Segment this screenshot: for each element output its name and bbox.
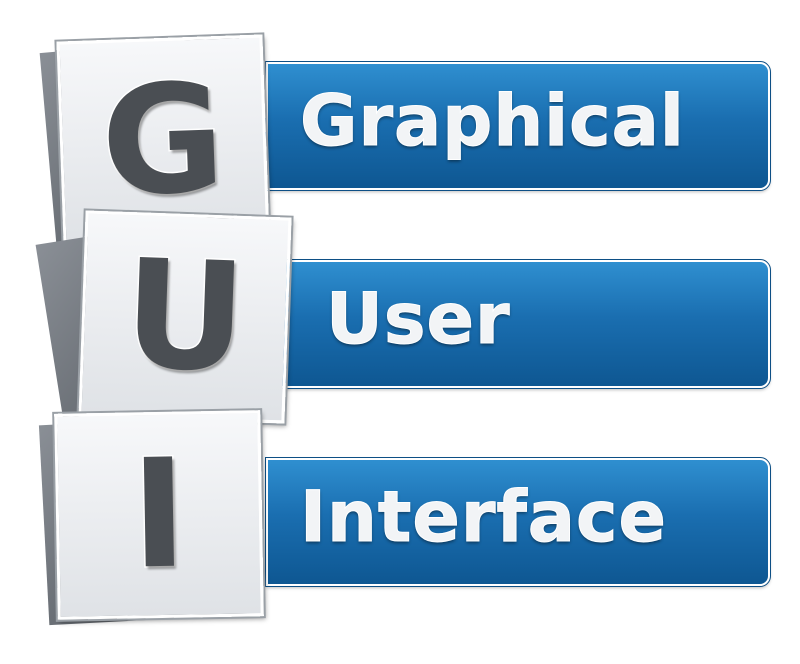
graphical-bar xyxy=(265,61,771,191)
tile-u: U xyxy=(78,210,292,424)
word-user: User xyxy=(326,278,511,361)
user-bar xyxy=(265,259,771,389)
letter-u: U xyxy=(120,226,251,407)
word-graphical: Graphical xyxy=(300,80,685,163)
interface-bar xyxy=(265,457,771,587)
word-interface: Interface xyxy=(300,476,667,559)
letter-i: I xyxy=(128,426,190,604)
tile-i: I xyxy=(54,410,264,620)
